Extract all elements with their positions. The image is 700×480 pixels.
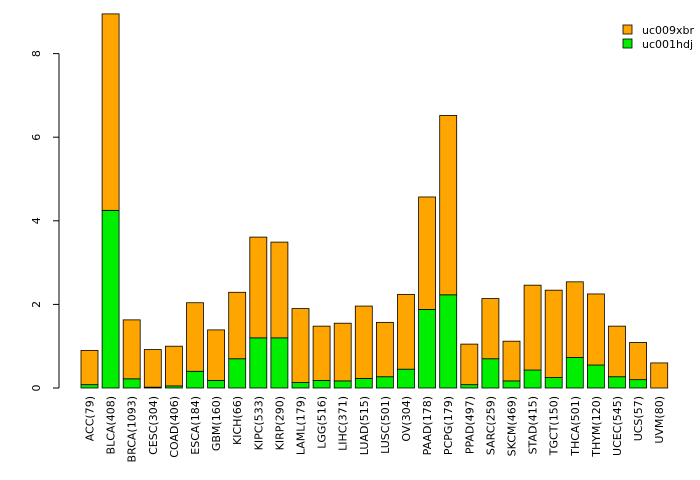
y-tick-label: 6 — [30, 134, 43, 141]
bar-segment-uc001hdj — [249, 337, 268, 389]
x-tick-label: KIRP(290) — [273, 396, 286, 450]
y-tick-label: 2 — [30, 301, 43, 308]
bar-segment-uc009xbr — [608, 325, 626, 378]
x-tick-label: STAD(415) — [527, 396, 540, 454]
bar-segment-uc009xbr — [650, 362, 669, 389]
bar-segment-uc009xbr — [270, 241, 289, 339]
bar-segment-uc001hdj — [565, 357, 584, 389]
x-tick-label: LUAD(515) — [358, 396, 371, 455]
bar-segment-uc009xbr — [143, 349, 162, 388]
legend-swatch — [622, 38, 633, 49]
bar-segment-uc009xbr — [502, 340, 521, 382]
x-axis-labels: ACC(79) BLCA(408) BRCA(1093) CESC(304) COAD(… — [84, 396, 667, 462]
x-tick-label: UCEC(545) — [611, 396, 624, 456]
bar-segment-uc001hdj — [312, 380, 331, 389]
y-tick-label: 0 — [30, 385, 43, 392]
bar-segment-uc001hdj — [481, 358, 500, 389]
x-tick-label: UCS(57) — [632, 396, 645, 441]
y-axis: 0 2 4 6 8 — [30, 50, 60, 392]
y-tick-label: 4 — [30, 217, 43, 224]
x-tick-label: GBM(160) — [210, 396, 223, 451]
bar-segment-uc001hdj — [397, 368, 415, 389]
x-tick-label: LUSC(501) — [379, 396, 392, 454]
bar-segment-uc009xbr — [523, 284, 542, 371]
bar-segment-uc001hdj — [629, 379, 647, 389]
bar-segment-uc009xbr — [375, 321, 394, 378]
bar-segment-uc009xbr — [397, 293, 415, 370]
bar-segment-uc001hdj — [122, 378, 141, 389]
bar-segment-uc001hdj — [186, 370, 204, 389]
bar-segment-uc001hdj — [228, 358, 247, 389]
bar-segment-uc009xbr — [354, 305, 373, 379]
bars-group — [80, 13, 669, 389]
bar-segment-uc001hdj — [270, 337, 289, 389]
bar-segment-uc009xbr — [101, 13, 120, 211]
x-tick-label: LGG(516) — [316, 396, 329, 449]
bar-segment-uc001hdj — [375, 376, 394, 389]
bar-segment-uc009xbr — [207, 329, 226, 381]
x-tick-label: SARC(259) — [484, 396, 497, 455]
legend-label: uc009xbr — [642, 24, 695, 37]
x-tick-label: COAD(406) — [168, 396, 181, 458]
x-tick-label: LIHC(371) — [337, 396, 350, 451]
x-tick-label: ACC(79) — [84, 396, 97, 441]
y-tick-label: 8 — [30, 50, 43, 57]
bar-segment-uc009xbr — [333, 322, 352, 382]
x-tick-label: PPAD(497) — [463, 396, 476, 454]
x-tick-label: THCA(501) — [569, 396, 582, 457]
x-tick-label: LAML(179) — [295, 396, 308, 455]
bar-segment-uc009xbr — [122, 319, 141, 380]
x-tick-label: CESC(304) — [147, 396, 160, 455]
x-tick-label: KIPC(533) — [252, 396, 265, 450]
bar-segment-uc001hdj — [544, 377, 563, 389]
bar-segment-uc009xbr — [460, 343, 479, 386]
bar-segment-uc001hdj — [523, 369, 542, 389]
bar-segment-uc001hdj — [354, 377, 373, 389]
bar-segment-uc001hdj — [101, 209, 120, 389]
bar-segment-uc009xbr — [544, 289, 563, 378]
bar-segment-uc001hdj — [80, 384, 99, 389]
x-tick-label: PCPG(179) — [442, 396, 455, 455]
x-tick-label: BLCA(408) — [105, 396, 118, 454]
bar-segment-uc009xbr — [565, 281, 584, 358]
bar-segment-uc009xbr — [312, 325, 331, 381]
x-tick-label: THYM(120) — [590, 396, 603, 458]
bar-segment-uc009xbr — [439, 115, 458, 296]
bar-segment-uc001hdj — [207, 380, 226, 389]
bar-segment-uc001hdj — [608, 376, 626, 389]
bar-segment-uc009xbr — [164, 345, 183, 387]
x-tick-label: KICH(66) — [231, 396, 244, 445]
bar-segment-uc009xbr — [629, 342, 647, 381]
bar-segment-uc009xbr — [291, 308, 310, 383]
x-tick-label: UVM(80) — [653, 396, 666, 444]
bar-segment-uc009xbr — [418, 196, 437, 310]
x-tick-label: BRCA(1093) — [126, 396, 139, 462]
bar-segment-uc001hdj — [460, 384, 479, 389]
x-tick-label: ESCA(184) — [189, 396, 202, 455]
bar-segment-uc001hdj — [587, 364, 605, 389]
bar-segment-uc009xbr — [186, 302, 204, 372]
bar-segment-uc001hdj — [502, 380, 521, 389]
bar-segment-uc001hdj — [439, 294, 458, 389]
bar-segment-uc001hdj — [291, 382, 310, 389]
legend-swatch — [622, 24, 633, 35]
bar-segment-uc009xbr — [80, 349, 99, 386]
bar-segment-uc009xbr — [587, 293, 605, 366]
bar-segment-uc009xbr — [228, 291, 247, 360]
bar-segment-uc009xbr — [481, 298, 500, 360]
x-tick-label: TGCT(150) — [548, 396, 561, 456]
x-tick-label: SKCM(469) — [506, 396, 519, 456]
x-tick-label: PAAD(178) — [421, 396, 434, 455]
bar-segment-uc001hdj — [418, 309, 437, 389]
legend-label: uc001hdj — [642, 38, 693, 51]
x-tick-label: OV(304) — [400, 396, 413, 442]
bar-segment-uc001hdj — [333, 380, 352, 389]
bar-segment-uc009xbr — [249, 236, 268, 339]
